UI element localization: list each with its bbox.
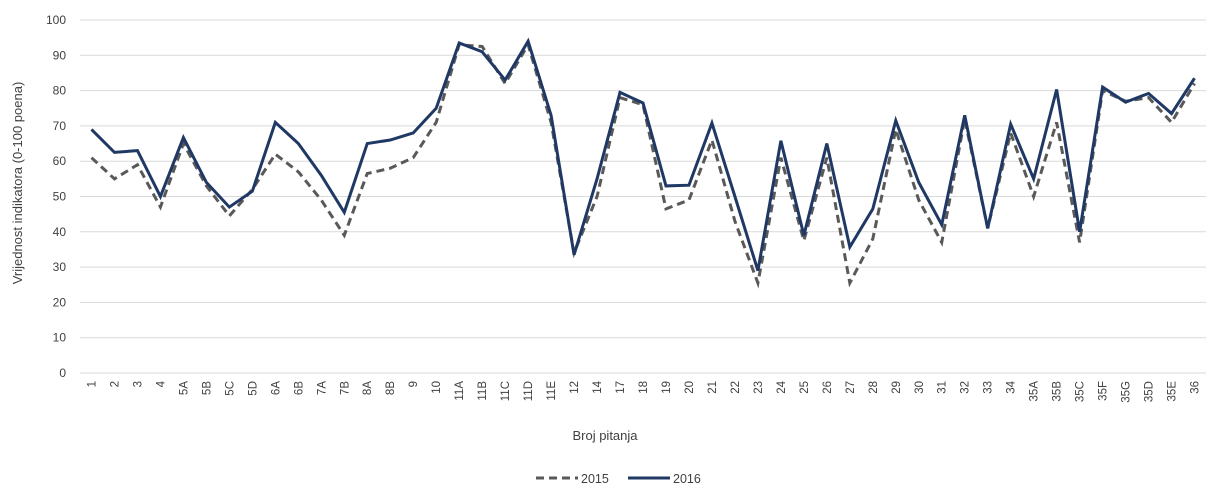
x-tick-label: 3 (132, 381, 144, 387)
y-tick-label: 10 (53, 331, 67, 345)
x-tick-label: 5A (178, 381, 190, 395)
x-tick-label: 35A (1029, 381, 1041, 402)
y-tick-label: 0 (59, 366, 66, 380)
x-tick-label: 32 (960, 381, 972, 394)
y-tick-label: 20 (53, 295, 67, 309)
x-tick-label: 6B (293, 381, 305, 395)
x-tick-label: 10 (431, 381, 443, 394)
x-tick-label: 9 (408, 381, 420, 387)
x-tick-label: 23 (753, 381, 765, 394)
y-tick-label: 70 (53, 119, 67, 133)
x-tick-label: 5C (224, 381, 236, 396)
x-tick-label: 12 (569, 381, 581, 394)
x-tick-label: 34 (1006, 380, 1018, 393)
series-line-2016 (90, 37, 1196, 272)
x-tick-label: 35C (1075, 381, 1087, 402)
x-axis-title: Broj pitanja (572, 428, 638, 443)
x-tick-label: 31 (937, 381, 949, 394)
x-tick-label: 6A (270, 381, 282, 395)
x-tick-label: 19 (661, 381, 673, 394)
x-tick-label: 18 (638, 381, 650, 394)
x-tick-label: 22 (730, 381, 742, 394)
x-tick-label: 35D (1144, 381, 1156, 402)
y-axis-ticks: 0 10 20 30 40 50 60 70 80 90 100 (46, 13, 66, 380)
x-tick-label: 11D (523, 381, 535, 401)
legend-label-2016: 2016 (673, 472, 701, 486)
legend: 2015 2016 (536, 472, 701, 486)
x-tick-label: 25 (799, 381, 811, 394)
y-tick-label: 80 (53, 84, 67, 98)
x-tick-label: 33 (983, 381, 995, 394)
x-tick-label: 7B (339, 381, 351, 395)
y-tick-label: 50 (53, 190, 67, 204)
y-tick-label: 40 (53, 225, 67, 239)
x-tick-label: 35G (1121, 381, 1133, 403)
x-tick-label: 4 (155, 380, 167, 387)
y-tick-label: 100 (46, 13, 66, 27)
x-tick-label: 14 (592, 380, 604, 393)
x-tick-label: 5B (201, 381, 213, 395)
x-tick-label: 20 (684, 381, 696, 394)
x-tick-label: 11A (454, 381, 466, 401)
x-tick-label: 35F (1098, 381, 1110, 401)
x-tick-label: 8B (385, 381, 397, 395)
x-tick-label: 35E (1167, 381, 1179, 402)
y-tick-label: 90 (53, 48, 67, 62)
x-tick-label: 1 (86, 381, 98, 387)
series-line-2015 (90, 40, 1196, 289)
legend-label-2015: 2015 (581, 472, 609, 486)
x-tick-label: 26 (822, 381, 834, 394)
x-tick-label: 28 (868, 381, 880, 394)
y-tick-label: 60 (53, 154, 67, 168)
x-tick-label: 5D (247, 381, 259, 396)
x-tick-label: 24 (776, 380, 788, 393)
x-tick-label: 17 (615, 381, 627, 394)
x-tick-label: 27 (845, 381, 857, 394)
x-axis-ticks: 1 2 3 4 5A 5B 5C 5D 6A 6B 7A 7B 8A 8B 9 10 11A 11B 11C 11D 1… (86, 380, 1201, 402)
y-tick-label: 30 (53, 260, 67, 274)
x-tick-label: 21 (707, 381, 719, 394)
x-tick-label: 29 (891, 381, 903, 394)
x-tick-label: 11B (477, 381, 489, 401)
y-axis-title: Vrijednost indikatora (0-100 poena) (10, 82, 25, 285)
x-tick-label: 8A (362, 381, 374, 395)
x-tick-label: 30 (914, 381, 926, 394)
gridlines (80, 19, 1206, 374)
x-tick-label: 11E (546, 381, 558, 401)
x-tick-label: 11C (500, 381, 512, 401)
x-tick-label: 36 (1190, 381, 1202, 394)
x-tick-label: 7A (316, 381, 328, 395)
x-tick-label: 2 (109, 381, 121, 387)
series-lines (90, 37, 1196, 289)
x-tick-label: 35B (1052, 381, 1064, 402)
